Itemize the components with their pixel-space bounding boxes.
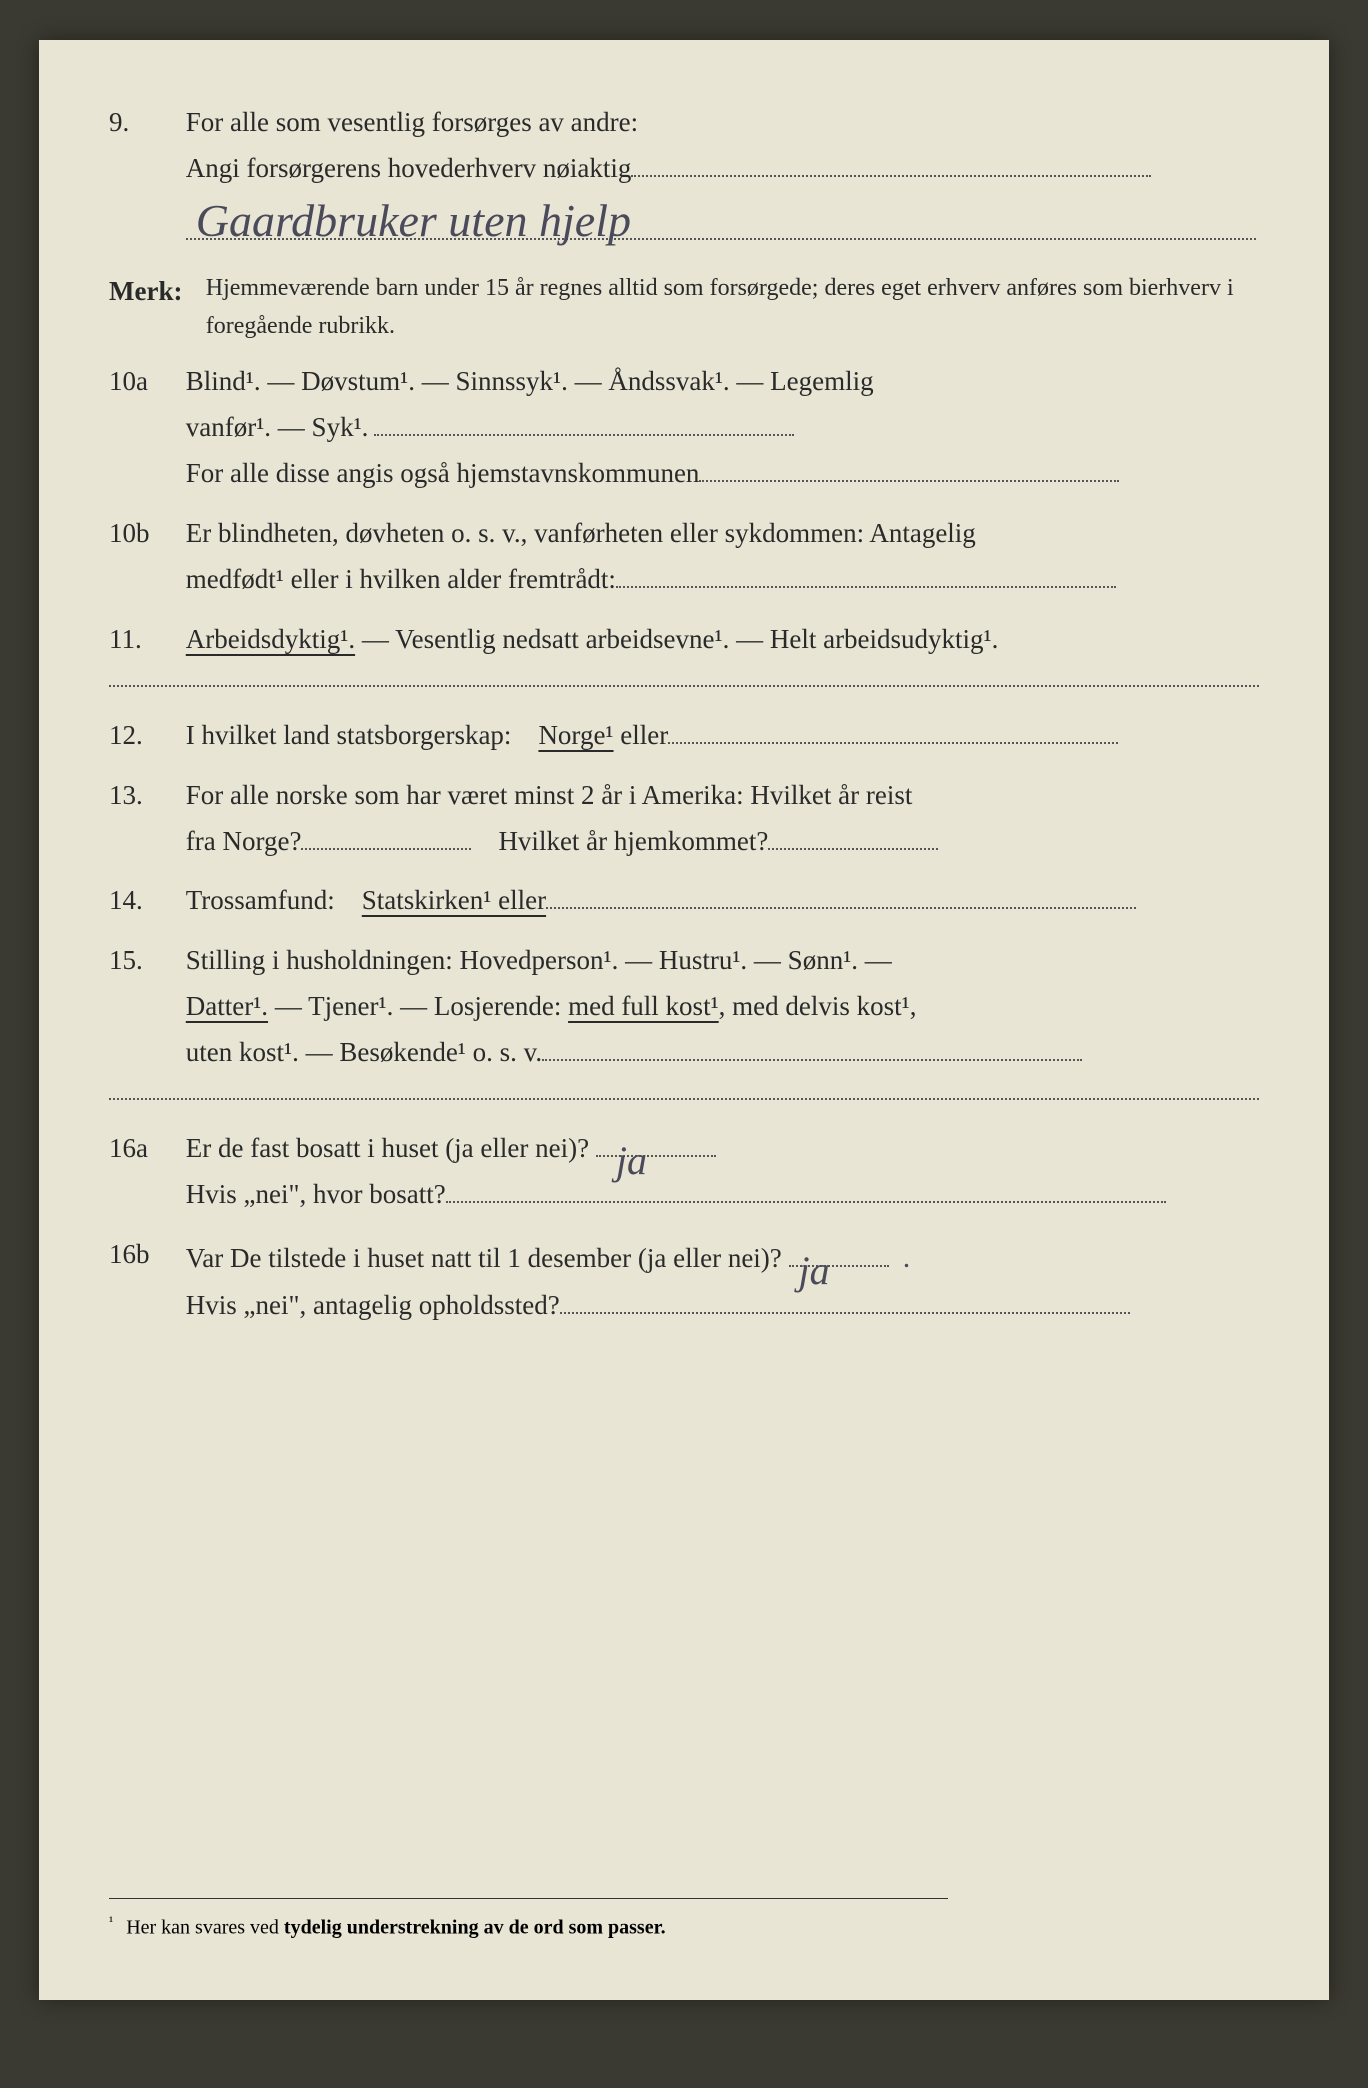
question-9: 9. For alle som vesentlig forsørges av a… — [109, 100, 1259, 255]
q12-selected: Norge¹ — [538, 720, 613, 750]
q15-selected: Datter¹. — [186, 991, 268, 1021]
q16a-blank2[interactable] — [446, 1201, 1166, 1203]
q9-blank2[interactable]: Gaardbruker uten hjelp — [186, 192, 1256, 240]
q16b-blank2[interactable] — [560, 1312, 1130, 1314]
q10b-text1: Er blindheten, døvheten o. s. v., vanfør… — [186, 518, 976, 548]
q10a-content: Blind¹. — Døvstum¹. — Sinnssyk¹. — Åndss… — [186, 359, 1256, 497]
q12-number: 12. — [109, 713, 179, 759]
q15-content: Stilling i husholdningen: Hovedperson¹. … — [186, 938, 1256, 1076]
q10a-opts2: vanfør¹. — Syk¹. — [186, 412, 369, 442]
question-16b: 16b Var De tilstede i huset natt til 1 d… — [109, 1232, 1259, 1329]
question-12: 12. I hvilket land statsborgerskap: Norg… — [109, 713, 1259, 759]
q10a-opts1: Blind¹. — Døvstum¹. — Sinnssyk¹. — Åndss… — [186, 366, 874, 396]
q10a-number: 10a — [109, 359, 179, 405]
question-11: 11. Arbeidsdyktig¹. — Vesentlig nedsatt … — [109, 617, 1259, 663]
q16b-content: Var De tilstede i huset natt til 1 desem… — [186, 1232, 1256, 1329]
q16b-handwritten: ja — [799, 1237, 830, 1305]
q11-content: Arbeidsdyktig¹. — Vesentlig nedsatt arbe… — [186, 617, 1256, 663]
q16b-text2: Hvis „nei", antagelig opholdssted? — [186, 1290, 560, 1320]
merk-label: Merk: — [109, 269, 199, 315]
q13-blank2[interactable] — [768, 848, 938, 850]
question-13: 13. For alle norske som har været minst … — [109, 773, 1259, 865]
q14-text: Trossamfund: — [186, 885, 335, 915]
q16a-text1: Er de fast bosatt i huset (ja eller nei)… — [186, 1133, 589, 1163]
form-page: 9. For alle som vesentlig forsørges av a… — [39, 40, 1329, 2000]
q9-content: For alle som vesentlig forsørges av andr… — [186, 100, 1256, 255]
q12-rest: eller — [614, 720, 669, 750]
question-10b: 10b Er blindheten, døvheten o. s. v., va… — [109, 511, 1259, 603]
question-16a: 16a Er de fast bosatt i huset (ja eller … — [109, 1126, 1259, 1218]
q9-number: 9. — [109, 100, 179, 146]
q12-content: I hvilket land statsborgerskap: Norge¹ e… — [186, 713, 1256, 759]
q15-text2b: , med delvis kost¹, — [719, 991, 917, 1021]
q16b-text1: Var De tilstede i huset natt til 1 desem… — [186, 1243, 782, 1273]
merk-section: Merk: Hjemmeværende barn under 15 år reg… — [109, 269, 1259, 346]
q16a-text2: Hvis „nei", hvor bosatt? — [186, 1179, 446, 1209]
q14-selected: Statskirken¹ eller — [362, 885, 546, 915]
q13-blank1[interactable] — [301, 848, 471, 850]
q9-blank[interactable] — [631, 175, 1151, 177]
question-14: 14. Trossamfund: Statskirken¹ eller — [109, 878, 1259, 924]
q16b-number: 16b — [109, 1232, 179, 1278]
q14-blank[interactable] — [546, 907, 1136, 909]
q16b-blank1[interactable]: ja — [789, 1265, 889, 1267]
q16a-number: 16a — [109, 1126, 179, 1172]
q14-content: Trossamfund: Statskirken¹ eller — [186, 878, 1256, 924]
q12-blank[interactable] — [668, 742, 1118, 744]
q13-number: 13. — [109, 773, 179, 819]
separator-2 — [109, 1098, 1259, 1100]
q9-line1: For alle som vesentlig forsørges av andr… — [186, 107, 638, 137]
q15-text2: — Tjener¹. — Losjerende: — [268, 991, 568, 1021]
q13-text2a: fra Norge? — [186, 826, 302, 856]
q9-handwritten: Gaardbruker uten hjelp — [196, 182, 631, 260]
q12-text: I hvilket land statsborgerskap: — [186, 720, 512, 750]
footnote: ¹ Her kan svares ved tydelig understrekn… — [109, 1898, 948, 1940]
q13-content: For alle norske som har været minst 2 år… — [186, 773, 1256, 865]
q16a-content: Er de fast bosatt i huset (ja eller nei)… — [186, 1126, 1256, 1218]
q10b-blank[interactable] — [616, 586, 1116, 588]
q11-rest: — Vesentlig nedsatt arbeidsevne¹. — Helt… — [355, 624, 998, 654]
q13-text1: For alle norske som har været minst 2 år… — [186, 780, 913, 810]
q10a-blank[interactable] — [374, 434, 794, 436]
q15-text1: Stilling i husholdningen: Hovedperson¹. … — [186, 945, 892, 975]
question-10a: 10a Blind¹. — Døvstum¹. — Sinnssyk¹. — Å… — [109, 359, 1259, 497]
merk-text: Hjemmeværende barn under 15 år regnes al… — [206, 269, 1256, 346]
q11-number: 11. — [109, 617, 179, 663]
q10b-content: Er blindheten, døvheten o. s. v., vanfør… — [186, 511, 1256, 603]
q16a-handwritten: ja — [616, 1127, 647, 1195]
question-15: 15. Stilling i husholdningen: Hovedperso… — [109, 938, 1259, 1076]
q15-blank[interactable] — [542, 1059, 1082, 1061]
separator-1 — [109, 685, 1259, 687]
q10b-text2: medfødt¹ eller i hvilken alder fremtrådt… — [186, 564, 616, 594]
q15-selected2: med full kost¹ — [568, 991, 719, 1021]
q14-number: 14. — [109, 878, 179, 924]
q10a-text3: For alle disse angis også hjemstavnskomm… — [186, 458, 700, 488]
q10a-blank2[interactable] — [699, 480, 1119, 482]
q15-number: 15. — [109, 938, 179, 984]
q16a-blank1[interactable]: ja — [596, 1155, 716, 1157]
q15-text3: uten kost¹. — Besøkende¹ o. s. v. — [186, 1037, 542, 1067]
q10b-number: 10b — [109, 511, 179, 557]
footnote-text: Her kan svares ved — [126, 1917, 284, 1939]
footnote-marker: ¹ — [109, 1915, 113, 1930]
footnote-bold: tydelig understrekning av de ord som pas… — [284, 1917, 666, 1939]
q13-text2b: Hvilket år hjemkommet? — [498, 826, 768, 856]
q9-line2: Angi forsørgerens hovederhverv nøiaktig — [186, 153, 632, 183]
q11-selected: Arbeidsdyktig¹. — [186, 624, 355, 654]
